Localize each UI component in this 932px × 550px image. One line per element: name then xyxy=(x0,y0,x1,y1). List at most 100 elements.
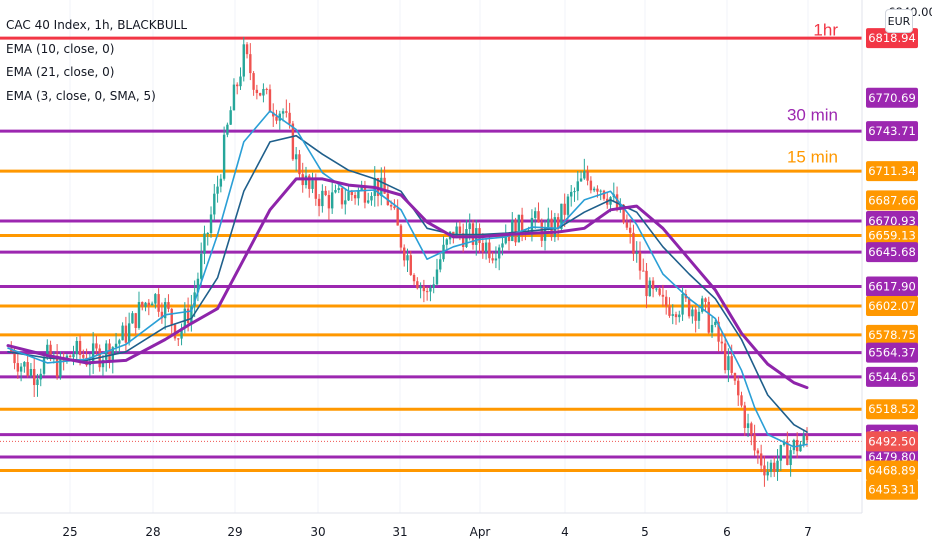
candle-body xyxy=(157,294,160,312)
price-level-tag xyxy=(866,479,918,500)
ema-3-sma-line xyxy=(6,177,809,390)
candle-body xyxy=(360,186,363,191)
currency-button[interactable]: EUR xyxy=(885,9,913,33)
candle-body xyxy=(177,338,180,340)
candle-body xyxy=(615,194,619,210)
candle-body xyxy=(55,355,59,377)
candle-body xyxy=(347,191,350,201)
candle-body xyxy=(789,450,792,466)
candle-body xyxy=(370,195,373,201)
price-level-tag xyxy=(866,399,918,420)
candle-body xyxy=(147,302,151,306)
candle-body xyxy=(380,177,383,196)
candle-body xyxy=(334,190,337,193)
price-level-label: 6645.68 xyxy=(868,245,916,259)
candle-body xyxy=(330,192,334,209)
price-level-tag xyxy=(866,190,918,211)
candle-body xyxy=(429,287,432,292)
candle-body xyxy=(242,44,245,77)
candle-body xyxy=(514,220,517,243)
candle-body xyxy=(625,222,629,228)
candle-body xyxy=(769,462,773,472)
candle-body xyxy=(710,324,714,333)
time-tick-label: 31 xyxy=(392,525,407,539)
candle-body xyxy=(439,259,442,270)
candle-body xyxy=(82,355,85,358)
candle-body xyxy=(799,444,802,452)
candle-body xyxy=(357,190,360,199)
candle-body xyxy=(628,227,632,233)
time-tick-label: 5 xyxy=(641,525,649,539)
candle-body xyxy=(782,441,786,446)
candle-body xyxy=(445,239,448,245)
price-level-label: 6659.13 xyxy=(868,229,916,243)
candle-body xyxy=(180,328,183,339)
price-level-label: 6578.75 xyxy=(868,328,916,342)
candle-body xyxy=(707,301,710,333)
price-level-label: 6468.89 xyxy=(868,463,916,477)
candle-body xyxy=(547,218,550,228)
candle-body xyxy=(285,111,288,113)
candle-body xyxy=(432,284,435,288)
candle-body xyxy=(573,191,576,193)
candle-body xyxy=(249,54,252,74)
candle-body xyxy=(681,293,684,315)
candle-body xyxy=(671,314,674,316)
candle-body xyxy=(468,223,471,230)
candle-body xyxy=(779,445,783,461)
candle-body xyxy=(32,368,36,386)
price-level-tag xyxy=(866,242,918,263)
candle-body xyxy=(10,348,13,353)
ema-10-line xyxy=(7,110,808,448)
symbol-title[interactable]: CAC 40 Index, 1h, BLACKBULL xyxy=(6,18,188,32)
candle-body xyxy=(262,88,265,96)
candle-body xyxy=(773,462,776,472)
candle-body xyxy=(661,294,665,297)
candle-body xyxy=(350,191,354,196)
candle-body xyxy=(422,286,426,292)
price-level-label: 6453.31 xyxy=(868,483,916,497)
candle-body xyxy=(337,188,340,191)
candle-body xyxy=(141,302,144,307)
candle-body xyxy=(118,340,121,344)
current-price-tag xyxy=(866,431,918,452)
candle-body xyxy=(406,255,409,261)
candle-body xyxy=(324,190,327,196)
candle-body xyxy=(756,450,760,454)
candle-body xyxy=(173,324,177,339)
candle-body xyxy=(308,175,311,189)
legend-ema-10[interactable]: EMA (10, close, 0) xyxy=(6,41,115,56)
price-level-label: 6818.94 xyxy=(868,31,916,45)
candle-body xyxy=(589,180,593,191)
candle-body xyxy=(599,190,602,192)
candle-body xyxy=(167,302,170,309)
legend-ema-21[interactable]: EMA (21, close, 0) xyxy=(6,65,115,79)
current-price-label: 6492.50 xyxy=(868,434,916,448)
candle-body xyxy=(609,197,612,205)
candle-body xyxy=(78,340,82,356)
candle-body xyxy=(651,280,655,290)
candle-body xyxy=(632,232,635,254)
candle-body xyxy=(353,195,357,199)
candle-body xyxy=(196,278,200,293)
candle-body xyxy=(678,314,681,318)
price-axis[interactable]: 6840.006818.946770.696743.716711.346687.… xyxy=(863,0,932,513)
candle-body xyxy=(576,181,579,192)
candle-body xyxy=(49,344,52,360)
candle-body xyxy=(127,323,131,343)
candle-body xyxy=(504,234,507,244)
candle-body xyxy=(763,465,766,476)
candle-body xyxy=(416,281,419,289)
candle-body xyxy=(530,217,534,233)
candle-body xyxy=(239,76,242,87)
candle-body xyxy=(717,321,720,342)
legend-ema-3-sma[interactable]: EMA (3, close, 0, SMA, 5) xyxy=(6,88,156,103)
time-axis[interactable]: 25 28 29 30 31 Apr 4 5 6 7 xyxy=(62,525,811,539)
candle-body xyxy=(245,44,249,55)
candle-body xyxy=(36,379,39,386)
candle-body xyxy=(314,180,318,199)
candle-body xyxy=(638,252,642,271)
candle-body xyxy=(697,311,701,321)
candle-body xyxy=(124,325,128,343)
